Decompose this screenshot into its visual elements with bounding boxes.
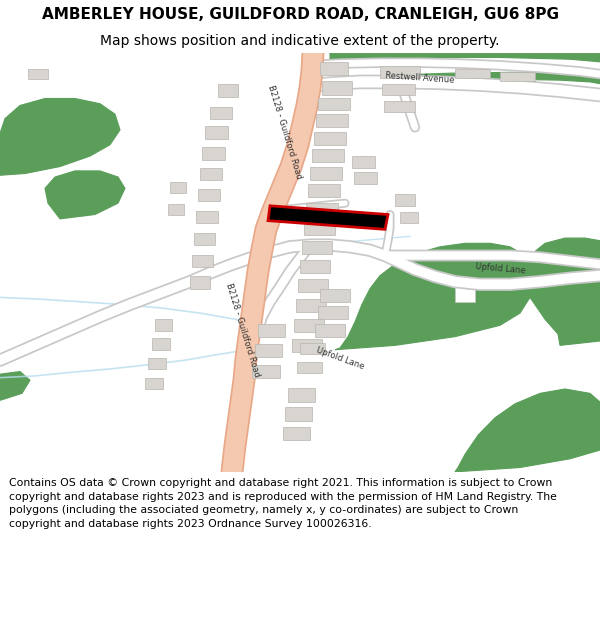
Polygon shape	[306, 203, 338, 216]
Text: Map shows position and indicative extent of the property.: Map shows position and indicative extent…	[100, 34, 500, 48]
Polygon shape	[198, 189, 220, 201]
Polygon shape	[302, 241, 332, 254]
Polygon shape	[320, 62, 348, 75]
Polygon shape	[308, 184, 340, 197]
Text: Upfold Lane: Upfold Lane	[475, 262, 526, 275]
Polygon shape	[314, 132, 346, 145]
Text: Contains OS data © Crown copyright and database right 2021. This information is : Contains OS data © Crown copyright and d…	[9, 478, 557, 529]
Polygon shape	[300, 260, 330, 273]
Polygon shape	[202, 148, 225, 159]
Polygon shape	[268, 206, 388, 229]
Polygon shape	[168, 204, 184, 214]
Polygon shape	[525, 238, 600, 346]
Polygon shape	[255, 344, 282, 357]
Polygon shape	[205, 126, 228, 139]
Polygon shape	[45, 171, 125, 219]
Polygon shape	[316, 114, 348, 128]
Polygon shape	[258, 324, 285, 337]
Polygon shape	[455, 389, 600, 472]
Polygon shape	[297, 362, 322, 373]
Polygon shape	[400, 212, 418, 223]
Polygon shape	[194, 233, 215, 245]
Polygon shape	[304, 221, 335, 234]
Polygon shape	[320, 289, 350, 302]
Polygon shape	[500, 72, 535, 81]
Polygon shape	[288, 388, 315, 402]
Polygon shape	[155, 319, 172, 331]
Polygon shape	[390, 72, 600, 84]
Polygon shape	[283, 426, 310, 441]
Text: B2128 - Guildford Road: B2128 - Guildford Road	[266, 84, 304, 180]
Text: B2128 - Guildford Road: B2128 - Guildford Road	[224, 282, 262, 379]
Polygon shape	[318, 306, 348, 319]
Polygon shape	[296, 299, 326, 312]
Polygon shape	[382, 84, 415, 95]
Polygon shape	[218, 84, 238, 97]
Polygon shape	[200, 168, 222, 181]
Polygon shape	[285, 408, 312, 421]
Text: Upfold Lane: Upfold Lane	[315, 346, 365, 371]
Polygon shape	[190, 276, 210, 289]
Polygon shape	[148, 357, 166, 369]
Polygon shape	[196, 211, 218, 223]
Polygon shape	[145, 378, 163, 389]
Polygon shape	[322, 81, 352, 95]
Polygon shape	[252, 364, 280, 378]
Polygon shape	[294, 319, 324, 332]
Polygon shape	[315, 324, 345, 337]
Text: AMBERLEY HOUSE, GUILDFORD ROAD, CRANLEIGH, GU6 8PG: AMBERLEY HOUSE, GUILDFORD ROAD, CRANLEIG…	[41, 8, 559, 22]
Polygon shape	[312, 149, 344, 162]
Polygon shape	[335, 243, 530, 350]
Polygon shape	[152, 338, 170, 350]
Polygon shape	[192, 254, 213, 267]
Polygon shape	[210, 107, 232, 119]
Polygon shape	[352, 156, 375, 168]
Polygon shape	[170, 182, 186, 192]
Polygon shape	[354, 172, 377, 184]
Polygon shape	[292, 339, 322, 352]
Polygon shape	[318, 99, 350, 110]
Text: Restwell Avenue: Restwell Avenue	[385, 71, 455, 86]
Polygon shape	[330, 53, 600, 62]
Polygon shape	[0, 99, 120, 175]
Polygon shape	[310, 166, 342, 179]
Polygon shape	[300, 342, 325, 354]
Polygon shape	[455, 69, 490, 78]
Polygon shape	[455, 284, 475, 302]
Polygon shape	[395, 194, 415, 206]
Polygon shape	[298, 279, 328, 292]
Polygon shape	[380, 66, 420, 78]
Polygon shape	[28, 69, 48, 79]
Polygon shape	[384, 101, 415, 112]
Polygon shape	[0, 371, 30, 401]
